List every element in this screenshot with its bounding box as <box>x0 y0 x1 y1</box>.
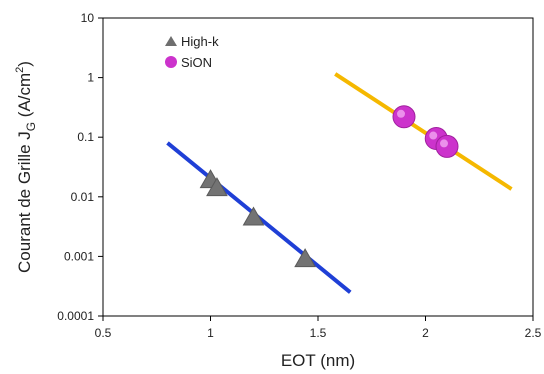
x-axis-title: EOT (nm) <box>281 351 355 370</box>
legend: High-k SiON <box>165 34 219 70</box>
y-axis-title-subscript: G <box>24 122 38 131</box>
legend-label-high-k: High-k <box>181 34 219 49</box>
y-axis-title-unit-close: ) <box>15 61 34 67</box>
y-axis-title: Courant de Grille JG (A/cm2) <box>14 61 38 273</box>
legend-circle-marker <box>165 56 177 68</box>
y-axis-title-unit-open: (A/cm <box>15 73 34 122</box>
y-tick-label: 0.0001 <box>57 309 94 323</box>
y-tick-label: 0.01 <box>71 190 95 204</box>
data-point-high-k <box>242 206 265 226</box>
x-tick-label: 1 <box>207 326 214 340</box>
y-tick-label: 0.1 <box>77 130 94 144</box>
y-axis-title-main: Courant de Grille J <box>15 131 34 273</box>
data-point-high-k <box>294 248 316 268</box>
legend-triangle-marker <box>165 36 177 46</box>
x-axis-ticks: 0.5 1 1.5 2 2.5 <box>95 316 542 340</box>
legend-label-sion: SiON <box>181 55 212 70</box>
data-point-sion <box>435 134 459 158</box>
data-point-high-k <box>206 177 228 197</box>
y-axis-title-superscript: 2 <box>14 67 26 73</box>
legend-item-sion: SiON <box>165 55 212 70</box>
y-tick-label: 10 <box>81 11 95 25</box>
x-tick-label: 2.5 <box>525 326 542 340</box>
data-point-highlight <box>429 131 438 140</box>
x-tick-label: 1.5 <box>310 326 327 340</box>
data-point-highlight <box>440 139 448 148</box>
legend-item-high-k: High-k <box>165 34 219 49</box>
x-tick-label: 0.5 <box>95 326 112 340</box>
y-tick-label: 1 <box>87 71 94 85</box>
data-markers <box>199 105 459 268</box>
data-point-highlight <box>397 109 405 118</box>
data-point-sion <box>392 105 416 129</box>
y-axis-ticks: 0.0001 0.001 0.01 0.1 1 10 <box>57 11 103 323</box>
y-tick-label: 0.001 <box>64 249 94 263</box>
fit-line-sion <box>334 72 513 191</box>
x-tick-label: 2 <box>422 326 429 340</box>
